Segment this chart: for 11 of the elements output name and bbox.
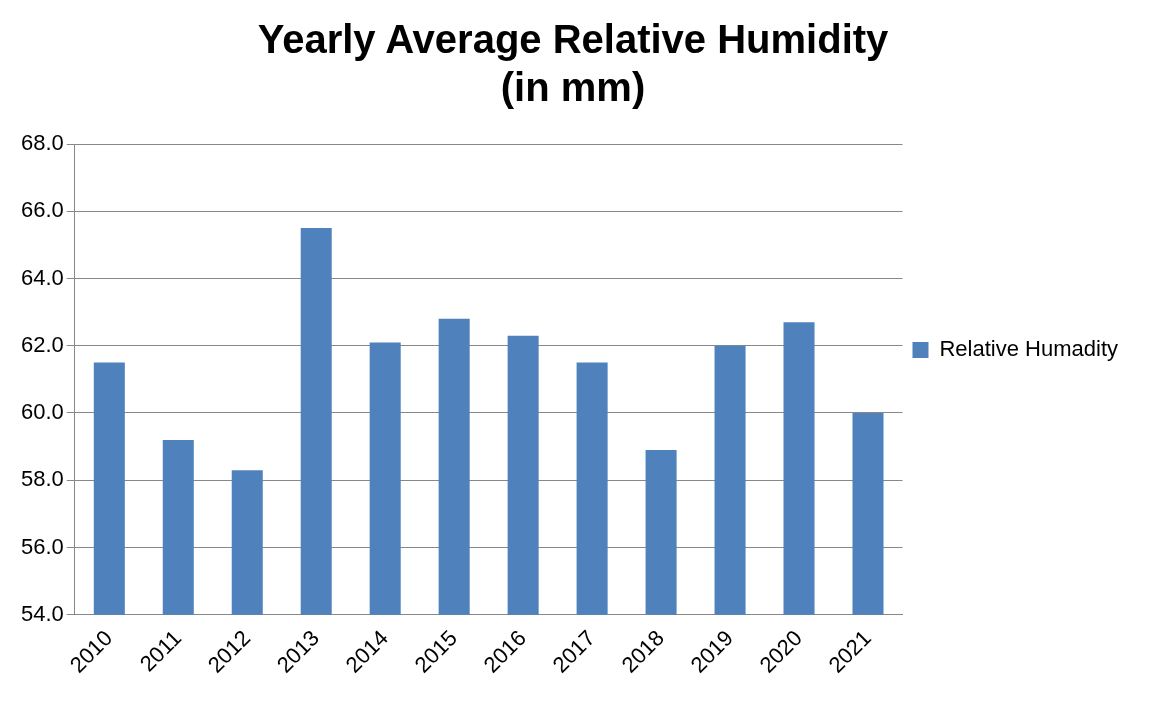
y-tick-label: 60.0 [20,399,64,425]
y-tick-label: 64.0 [20,264,64,290]
y-tick-label: 66.0 [20,197,64,223]
y-tick-label: 56.0 [20,533,64,559]
y-tick-label: 54.0 [20,600,64,626]
text: (in mm) [500,65,646,110]
y-tick-label: 62.0 [20,331,64,357]
y-tick-label: 58.0 [20,466,64,492]
legend-label: Relative Humadity [939,336,1118,362]
y-tick-label: 68.0 [20,130,64,156]
text: Yearly Average Relative Humidity [257,17,889,62]
